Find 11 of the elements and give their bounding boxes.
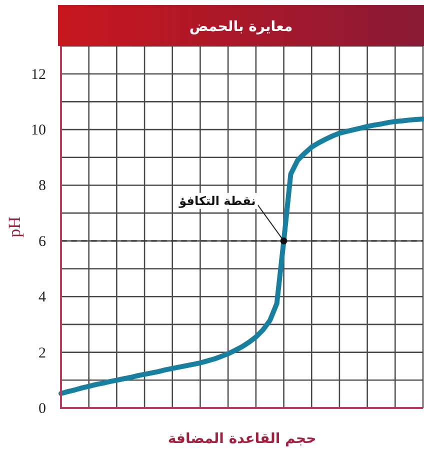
y-tick-label: 8 <box>38 178 46 194</box>
annotation: نقطة التكافؤ <box>178 194 256 208</box>
y-tick-label: 6 <box>38 234 46 250</box>
y-tick-label: 2 <box>38 345 46 362</box>
y-tick-label: 10 <box>31 122 46 139</box>
y-tick-label: 0 <box>38 401 46 417</box>
chart-title: معايرة بالحمض <box>189 19 293 35</box>
y-tick-label: 12 <box>31 66 46 83</box>
x-axis-title: حجم القاعدة المضافة <box>168 431 316 447</box>
y-tick-label: 4 <box>38 290 46 306</box>
y-axis-title: pH <box>5 216 24 238</box>
